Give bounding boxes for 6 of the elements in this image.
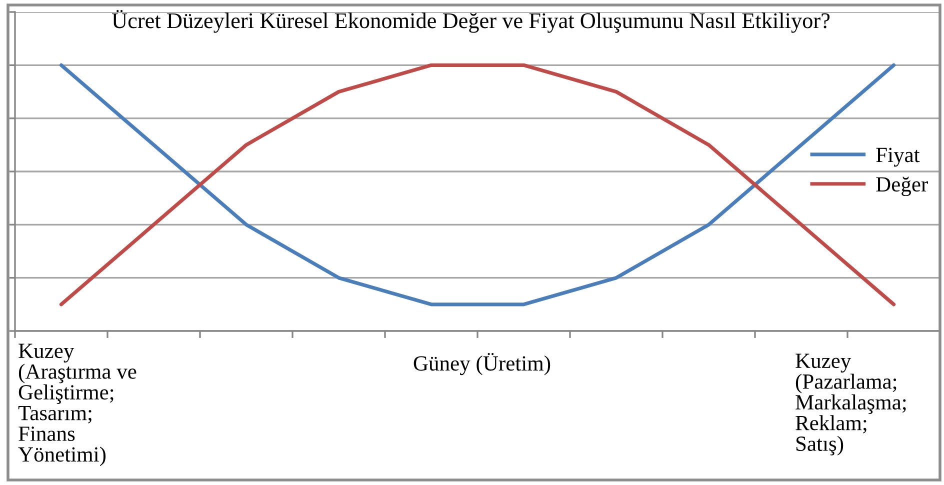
text: Güney (Üretim) — [414, 353, 550, 376]
text: Kuzey (Pazarlama; Markalaşma; Reklam; Satış) — [796, 354, 906, 456]
chart-title: Ücret Düzeyleri Küresel Ekonomide Değer ve Fiyat Oluşumunu Nasıl Etkiliyor? — [112, 10, 830, 33]
text: Kuzey (Araştırma ve Geliştirme; Tasarım; Finans Yönetimi) — [18, 344, 136, 466]
legend-label: Fiyat — [876, 148, 920, 167]
legend-label: Değer — [876, 176, 928, 196]
